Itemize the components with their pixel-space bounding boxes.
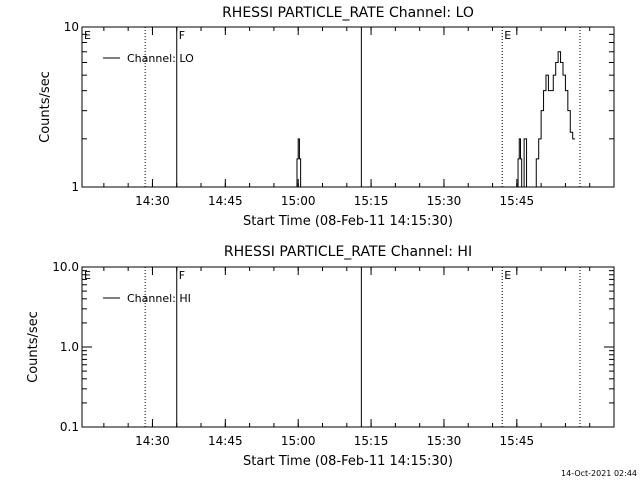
tick-layer: 14:30 14:45 15:00 15:15 15:30 15:45 1 10 — [64, 20, 615, 208]
y-axis-label: Counts/sec — [38, 71, 53, 143]
y-tick-label: 0.1 — [60, 420, 79, 434]
x-tick-label: 15:45 — [500, 434, 535, 448]
event-marker-label: F — [179, 29, 185, 42]
panel-lo: RHESSI PARTICLE_RATE Channel: LO Counts/… — [38, 5, 615, 229]
event-marker-label: E — [504, 29, 511, 42]
x-tick-label: 14:30 — [135, 434, 170, 448]
x-tick-label: 15:00 — [281, 194, 316, 208]
tick-layer: 14:30 14:45 15:00 15:15 15:30 15:45 0.1 1.0 10.0 — [52, 260, 615, 448]
legend: Channel: LO — [103, 52, 194, 65]
footer-timestamp: 14-Oct-2021 02:44 — [561, 469, 637, 478]
x-tick-label: 15:45 — [500, 194, 535, 208]
chart-title: RHESSI PARTICLE_RATE Channel: LO — [222, 5, 474, 21]
event-marker-label: E — [504, 269, 511, 282]
x-tick-label: 15:30 — [427, 434, 462, 448]
y-tick-label: 10.0 — [52, 260, 79, 274]
x-tick-label: 15:15 — [354, 434, 389, 448]
x-tick-label: 15:15 — [354, 194, 389, 208]
y-axis-label: Counts/sec — [26, 311, 41, 383]
x-axis-label: Start Time (08-Feb-11 14:15:30) — [243, 454, 453, 469]
y-tick-label: 1.0 — [60, 340, 79, 354]
legend-label: Channel: LO — [127, 52, 194, 65]
x-tick-label: 14:45 — [208, 194, 243, 208]
legend-label: Channel: HI — [127, 292, 191, 305]
plot-frame — [81, 26, 615, 188]
event-marker-label: E — [84, 29, 91, 42]
y-tick-label: 10 — [64, 20, 79, 34]
event-marker-label: F — [179, 269, 185, 282]
event-marker-label: E — [84, 269, 91, 282]
series-layer — [295, 51, 576, 188]
x-tick-label: 15:00 — [281, 434, 316, 448]
plot-frame — [81, 266, 615, 428]
x-axis-label: Start Time (08-Feb-11 14:15:30) — [243, 214, 453, 229]
legend: Channel: HI — [103, 292, 191, 305]
series-line — [295, 51, 576, 188]
chart-title: RHESSI PARTICLE_RATE Channel: HI — [224, 244, 472, 260]
x-tick-label: 14:45 — [208, 434, 243, 448]
panel-hi: RHESSI PARTICLE_RATE Channel: HI Counts/… — [26, 244, 615, 469]
x-tick-label: 15:30 — [427, 194, 462, 208]
x-tick-label: 14:30 — [135, 194, 170, 208]
y-tick-label: 1 — [71, 180, 79, 194]
